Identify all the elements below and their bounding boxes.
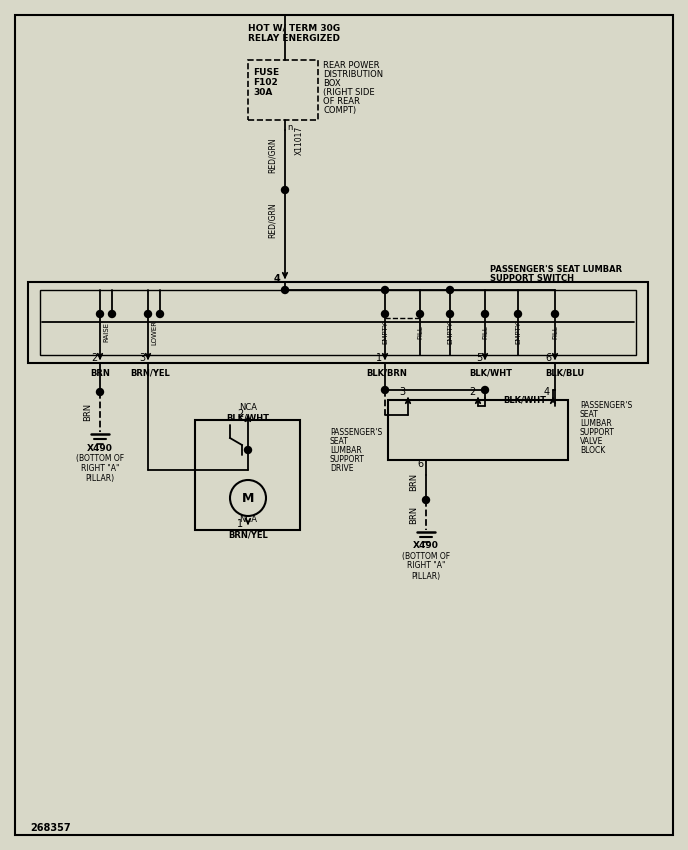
Circle shape: [144, 310, 151, 318]
Bar: [388, 400, 568, 460]
Text: 1: 1: [376, 353, 382, 363]
Text: BRN: BRN: [409, 506, 418, 524]
Text: 3: 3: [399, 387, 405, 397]
Circle shape: [416, 310, 424, 318]
Text: 2: 2: [237, 409, 243, 419]
Text: 5: 5: [475, 353, 482, 363]
Text: HOT W/ TERM 30G: HOT W/ TERM 30G: [248, 24, 340, 32]
Text: BRN/YEL: BRN/YEL: [228, 530, 268, 540]
Circle shape: [382, 387, 389, 394]
Text: 6: 6: [417, 459, 423, 469]
Text: 4: 4: [273, 274, 280, 284]
Text: EMPTY: EMPTY: [382, 320, 388, 343]
Circle shape: [156, 310, 164, 318]
Text: BLOCK: BLOCK: [580, 445, 605, 455]
Text: F102: F102: [253, 77, 278, 87]
Circle shape: [482, 310, 488, 318]
Text: BLK/BRN: BLK/BRN: [367, 369, 407, 377]
Text: 3: 3: [139, 353, 145, 363]
Text: 6: 6: [546, 353, 552, 363]
Text: SUPPORT: SUPPORT: [580, 428, 615, 437]
Text: PILLAR): PILLAR): [411, 571, 440, 581]
Text: (RIGHT SIDE: (RIGHT SIDE: [323, 88, 375, 97]
Text: (BOTTOM OF: (BOTTOM OF: [76, 454, 124, 462]
Text: 2: 2: [91, 353, 97, 363]
Text: PILLAR): PILLAR): [85, 473, 115, 483]
Text: SUPPORT: SUPPORT: [330, 455, 365, 463]
Text: RELAY ENERGIZED: RELAY ENERGIZED: [248, 33, 340, 42]
Text: OF REAR: OF REAR: [323, 97, 360, 105]
Text: EMPTY: EMPTY: [515, 320, 521, 343]
Text: BLK/WHT: BLK/WHT: [504, 395, 546, 405]
Text: FILL: FILL: [552, 326, 558, 339]
Text: FILL: FILL: [417, 326, 423, 339]
Circle shape: [109, 310, 116, 318]
Text: X490: X490: [413, 541, 439, 551]
Text: SEAT: SEAT: [580, 410, 599, 418]
Text: SUPPORT SWITCH: SUPPORT SWITCH: [490, 274, 574, 282]
Circle shape: [382, 310, 389, 318]
Bar: [248, 60, 318, 120]
Bar: [40, 290, 636, 355]
Text: X490: X490: [87, 444, 113, 452]
Text: PASSENGER'S: PASSENGER'S: [580, 400, 632, 410]
Text: SEAT: SEAT: [330, 437, 349, 445]
Circle shape: [281, 286, 288, 293]
Text: DISTRIBUTION: DISTRIBUTION: [323, 70, 383, 78]
Text: RED/GRN: RED/GRN: [268, 137, 277, 173]
Text: EMPTY: EMPTY: [447, 320, 453, 343]
Text: X11017: X11017: [295, 126, 304, 155]
Text: BRN/YEL: BRN/YEL: [130, 369, 170, 377]
Text: RIGHT "A": RIGHT "A": [407, 562, 445, 570]
Text: 30A: 30A: [253, 88, 272, 97]
Text: RAISE: RAISE: [103, 322, 109, 342]
Text: FILL: FILL: [482, 326, 488, 339]
Circle shape: [422, 496, 429, 503]
Text: LUMBAR: LUMBAR: [330, 445, 362, 455]
Text: 1: 1: [237, 519, 243, 529]
Text: BOX: BOX: [323, 78, 341, 88]
Bar: [195, 420, 300, 530]
Text: NCA: NCA: [239, 403, 257, 411]
Text: PASSENGER'S: PASSENGER'S: [330, 428, 383, 437]
Text: M: M: [241, 491, 254, 505]
Text: BLK/BLU: BLK/BLU: [546, 369, 585, 377]
Circle shape: [482, 387, 488, 394]
Text: VALVE: VALVE: [580, 437, 603, 445]
Text: BRN: BRN: [90, 369, 110, 377]
Text: BRN: BRN: [409, 473, 418, 491]
Text: RIGHT "A": RIGHT "A": [80, 463, 119, 473]
Circle shape: [515, 310, 522, 318]
Circle shape: [447, 310, 453, 318]
Circle shape: [447, 286, 453, 293]
Circle shape: [382, 286, 389, 293]
Circle shape: [96, 388, 103, 395]
Circle shape: [244, 446, 252, 454]
Text: 2: 2: [469, 387, 475, 397]
Text: DRIVE: DRIVE: [330, 463, 354, 473]
Circle shape: [281, 186, 288, 194]
Text: 268357: 268357: [30, 823, 71, 833]
Text: (BOTTOM OF: (BOTTOM OF: [402, 552, 450, 560]
Text: BLK/WHT: BLK/WHT: [469, 369, 513, 377]
Text: FUSE: FUSE: [253, 67, 279, 76]
Circle shape: [552, 310, 559, 318]
Text: 4: 4: [544, 387, 550, 397]
Text: RED/GRN: RED/GRN: [268, 202, 277, 238]
Text: n: n: [287, 122, 292, 132]
Text: LOWER: LOWER: [151, 320, 157, 344]
Text: REAR POWER: REAR POWER: [323, 60, 380, 70]
Text: BRN: BRN: [83, 403, 92, 421]
Text: PASSENGER'S SEAT LUMBAR: PASSENGER'S SEAT LUMBAR: [490, 264, 622, 274]
Text: NCA: NCA: [239, 515, 257, 524]
Text: LUMBAR: LUMBAR: [580, 418, 612, 428]
Text: COMPT): COMPT): [323, 105, 356, 115]
Circle shape: [96, 310, 103, 318]
Text: BLK/WHT: BLK/WHT: [226, 413, 270, 422]
Bar: [28, 282, 648, 363]
